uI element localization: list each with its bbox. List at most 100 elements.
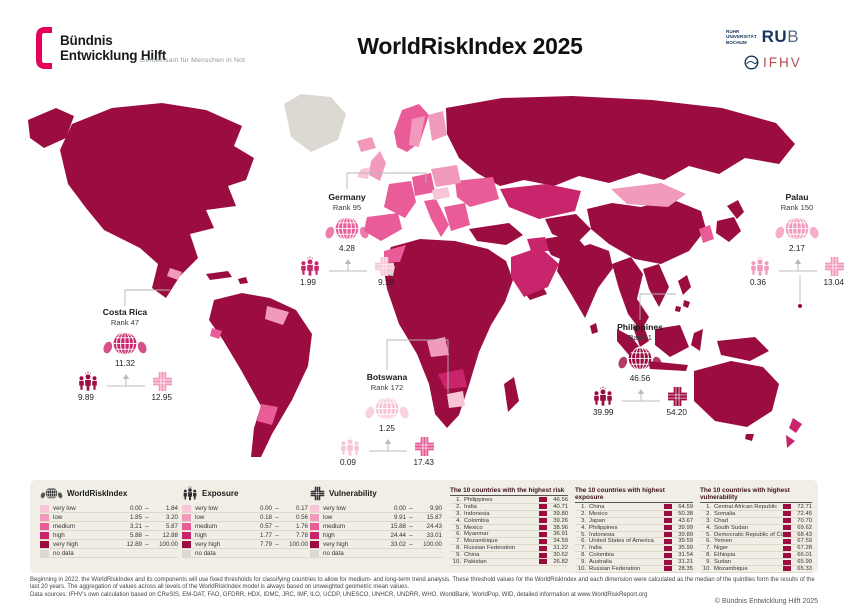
ifhv-globe-icon <box>744 55 759 70</box>
vulnerability-value: 54.20 <box>666 408 688 417</box>
table-row: 1. Philippines 46.56 <box>450 497 568 504</box>
country-rank: Rank 172 <box>370 383 404 392</box>
partner-logo <box>140 30 149 39</box>
table-row: 4. Philippines 39.99 <box>575 525 693 532</box>
worldriskindex-globe-icon <box>337 394 437 424</box>
color-swatch <box>40 513 49 521</box>
legend-row: very low 0.00 – 0.17 <box>182 504 308 513</box>
color-swatch <box>182 504 191 512</box>
copyright: © Bündnis Entwicklung Hilft 2025 <box>714 598 818 605</box>
table-row: 4. Colombia 39.26 <box>450 518 568 525</box>
value-bar <box>783 552 791 558</box>
table-row: 4. South Sudan 69.62 <box>700 525 812 532</box>
color-swatch <box>40 504 49 512</box>
legend-row: high 24.44 – 33.01 <box>310 531 442 540</box>
partner-logos: Gemeinsam für Menschen in Not <box>140 28 330 64</box>
table-row: 10. Mozambique 65.33 <box>700 566 812 573</box>
value-bar <box>539 538 547 544</box>
legend-worldriskindex: WorldRiskIndex very low 0.00 – 1.84 low … <box>40 486 178 558</box>
datasources-text: Data sources: IFHV's own calculation bas… <box>30 592 648 598</box>
table-row: 10. Russian Federation 28.35 <box>575 566 693 573</box>
partner-logo <box>176 44 185 53</box>
rub-university-name: RUHR UNIVERSITÄT BOCHUM <box>726 29 757 45</box>
page-title: WorldRiskIndex 2025 <box>357 33 583 59</box>
wri-value: 4.28 <box>339 244 355 253</box>
value-bar <box>664 559 672 565</box>
country-name: Botswana <box>366 372 408 382</box>
table-row: 5. Mexico 38.96 <box>450 525 568 532</box>
color-swatch <box>40 531 49 539</box>
legend-row: very high 33.02 – 100.00 <box>310 540 442 549</box>
country-rank: Rank 47 <box>110 318 140 327</box>
partner-logo <box>188 30 197 39</box>
top10-risk-table: The 10 countries with the highest risk 1… <box>450 487 568 566</box>
color-swatch <box>310 522 319 530</box>
value-bar <box>664 538 672 544</box>
callout-palau: Palau Rank 150 2.17 0.36 13.04 <box>747 192 847 287</box>
value-bar <box>539 525 547 530</box>
legend-row: very low 0.00 – 1.84 <box>40 504 178 513</box>
table-row: 7. Niger 67.28 <box>700 545 812 553</box>
exposure-people-icon <box>749 256 771 277</box>
legend-row: low 9.91 – 15.87 <box>310 513 442 522</box>
partner-logo <box>200 44 209 53</box>
worldriskindex-globe-icon <box>297 214 397 244</box>
callout-connector <box>297 256 397 277</box>
table-title: The 10 countries with highest exposure <box>575 487 693 503</box>
table-row: 9. Australia 31.21 <box>575 559 693 567</box>
rub-logo: RUHR UNIVERSITÄT BOCHUM RUB <box>726 27 799 47</box>
value-bar <box>539 511 547 517</box>
value-bar <box>664 518 672 524</box>
wri-value: 1.25 <box>379 424 395 433</box>
value-bar <box>664 552 672 558</box>
value-bar <box>664 566 672 572</box>
country-name: Germany <box>328 192 366 202</box>
table-row: 8. Colombia 31.54 <box>575 552 693 560</box>
vulnerability-cross-icon <box>414 436 435 457</box>
rub-acronym: RUB <box>761 27 800 46</box>
wri-value: 11.32 <box>115 359 135 368</box>
exposure-people-icon <box>77 371 99 392</box>
legend-row: no data <box>310 549 442 558</box>
ifhv-text: IFHV <box>763 55 802 70</box>
wri-value: 46.56 <box>629 374 651 383</box>
callout-botswana: Botswana Rank 172 1.25 0.09 17.43 <box>337 372 437 467</box>
value-bar <box>783 566 791 572</box>
country-name: Costa Rica <box>102 307 148 317</box>
country-name: Palau <box>785 192 809 202</box>
table-row: 6. Myanmar 36.91 <box>450 531 568 539</box>
value-bar <box>783 511 791 517</box>
partner-logo <box>152 44 161 53</box>
table-row: 3. Indonesia 39.80 <box>450 511 568 518</box>
color-swatch <box>310 549 319 557</box>
exposure-people-icon <box>339 436 361 457</box>
cross-icon <box>310 486 325 501</box>
value-bar <box>783 525 791 531</box>
table-title: The 10 countries with the highest risk <box>450 487 568 496</box>
legend-row: very high 12.89 – 100.00 <box>40 540 178 549</box>
regions-high <box>438 184 802 448</box>
worldriskindex-globe-icon <box>590 344 690 374</box>
branch-line-icon <box>106 373 145 386</box>
top10-exposure-table: The 10 countries with highest exposure 1… <box>575 487 693 573</box>
exposure-people-icon <box>299 256 321 277</box>
branch-line-icon <box>368 438 407 451</box>
partner-logo <box>152 30 161 39</box>
value-bar <box>664 511 672 517</box>
legend-row: high 5.88 – 12.88 <box>40 531 178 540</box>
table-row: 8. Russian Federation 31.22 <box>450 545 568 553</box>
color-swatch <box>40 522 49 530</box>
table-row: 1. Central African Republic 72.71 <box>700 504 812 511</box>
legend-row: no data <box>182 549 308 558</box>
vulnerability-value: 13.04 <box>823 278 845 287</box>
color-swatch <box>310 540 319 548</box>
value-bar <box>539 531 547 537</box>
value-bar <box>783 532 791 537</box>
legend-row: high 1.77 – 7.78 <box>182 531 308 540</box>
table-row: 10. Pakistan 26.82 <box>450 559 568 566</box>
callout-connector <box>747 256 847 277</box>
table-row: 5. Democratic Republic of Congo 68.43 <box>700 532 812 539</box>
color-swatch <box>182 531 191 539</box>
world-map <box>28 94 802 457</box>
globe-hands-icon <box>40 486 63 501</box>
